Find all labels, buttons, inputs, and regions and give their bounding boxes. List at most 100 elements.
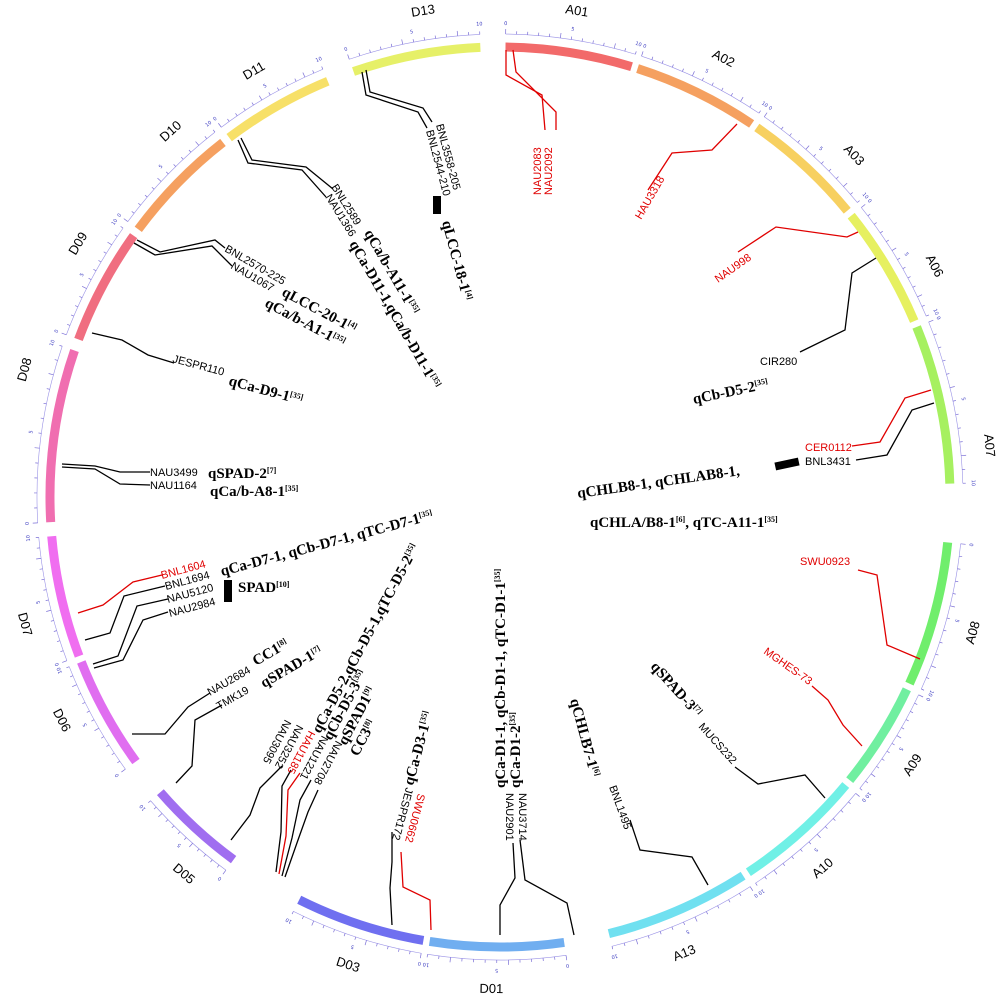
marker-jespr110: JESPR110 <box>171 353 225 378</box>
tick <box>865 780 869 784</box>
tick <box>61 332 67 336</box>
tick <box>867 213 871 217</box>
tick <box>184 837 187 840</box>
tick <box>560 32 562 38</box>
tick <box>189 843 193 848</box>
chromosome-label-a13: A13 <box>671 941 698 964</box>
tick <box>592 40 594 44</box>
tick <box>36 558 42 560</box>
tick <box>764 876 767 880</box>
marker-nau2092: NAU2092 <box>543 147 555 195</box>
tick-label: 5 <box>571 26 575 32</box>
tick <box>694 916 698 922</box>
link-nau2708 <box>284 789 319 878</box>
marker-mghes73: MGHES-73 <box>761 646 814 688</box>
tick <box>955 413 959 416</box>
tick <box>749 886 754 892</box>
tick <box>886 239 889 242</box>
tick <box>54 359 58 361</box>
chromosome-band-d05 <box>156 789 237 864</box>
tick <box>70 314 74 317</box>
tick-arc-a13 <box>611 886 751 947</box>
tick-label: 10 <box>863 790 872 799</box>
tick-label: 10 <box>315 56 323 64</box>
tick <box>216 864 220 868</box>
tick <box>376 943 378 947</box>
tick <box>816 834 821 839</box>
tick <box>782 863 786 867</box>
link-nau3714 <box>519 839 575 936</box>
tick <box>34 447 40 449</box>
tick-arc-d01 <box>427 954 567 961</box>
tick <box>45 599 49 601</box>
tick <box>401 39 404 45</box>
link-nau3095 <box>230 765 283 841</box>
tick-arc-a08 <box>921 543 961 690</box>
tick <box>144 194 148 198</box>
chromosome-band-d01 <box>428 937 565 952</box>
tick <box>623 942 626 947</box>
tick-arc-d13 <box>349 34 480 60</box>
tick-label: 0 <box>565 962 569 968</box>
tick <box>43 402 47 405</box>
tick <box>728 899 731 903</box>
tick-label: 5 <box>410 29 414 35</box>
tick <box>749 104 752 108</box>
tick <box>312 70 315 74</box>
chromosome-label-d01: D01 <box>479 981 503 994</box>
tick <box>196 848 200 852</box>
tick-label: 0 <box>54 329 61 334</box>
tick <box>943 629 947 632</box>
tick <box>901 727 905 730</box>
tick <box>896 735 902 739</box>
tick <box>449 957 451 963</box>
tick <box>755 882 758 886</box>
tick <box>791 856 794 860</box>
link-bnl3431 <box>855 402 935 461</box>
chromosome-label-d10: D10 <box>157 117 185 144</box>
tick <box>910 711 914 714</box>
chromosome-band-a02 <box>636 64 755 128</box>
tick <box>891 247 897 251</box>
chromosome-label-d09: D09 <box>65 229 90 257</box>
tick-arc-a06 <box>861 207 927 317</box>
tick <box>173 164 176 167</box>
tick-arc-d09 <box>66 227 124 335</box>
tick-label: 10 <box>285 916 293 924</box>
tick <box>740 96 744 102</box>
qtl-label-7: qCa/b-A8-1[35] <box>210 484 299 500</box>
tick <box>48 373 54 376</box>
tick <box>212 129 216 133</box>
link-bnl2589 <box>240 137 334 190</box>
tick <box>82 702 86 705</box>
chromosome-label-d05: D05 <box>170 860 198 887</box>
tick <box>914 702 918 705</box>
tick <box>302 72 306 78</box>
link-bnl1495 <box>629 819 709 886</box>
qtl-label-23: qCHLA/B8-1[6], qTC-A11-1[35] <box>590 515 778 531</box>
chromosome-label-d08: D08 <box>14 356 35 383</box>
chromosome-label-a09: A09 <box>900 751 925 779</box>
chromosome-labels: A01 A02 A03 A06 A07 A08 A09 A10 A13 D01 D03 D05 D06 D… <box>14 1 999 994</box>
tick <box>635 51 637 55</box>
link-nau5120 <box>92 598 169 665</box>
tick <box>46 388 50 390</box>
tick-label: 0 <box>967 543 973 547</box>
tick <box>832 818 836 821</box>
tick-label: 0 <box>417 960 421 966</box>
tick-label: 0 <box>217 875 223 882</box>
tick-label: 5 <box>82 722 89 728</box>
tick-label: 10 <box>926 689 934 697</box>
tick-label: 0 <box>753 892 759 899</box>
tick <box>94 727 100 732</box>
tick <box>928 319 934 323</box>
tick <box>157 177 162 182</box>
tick-label: 5 <box>36 600 43 604</box>
tick <box>758 110 761 114</box>
tick <box>138 202 141 206</box>
tick-arc-d10 <box>127 131 216 222</box>
tick-arc-d08 <box>36 346 63 523</box>
link-nau2092 <box>512 49 557 130</box>
chromosome-band-d10 <box>134 138 226 233</box>
tick <box>721 87 724 91</box>
